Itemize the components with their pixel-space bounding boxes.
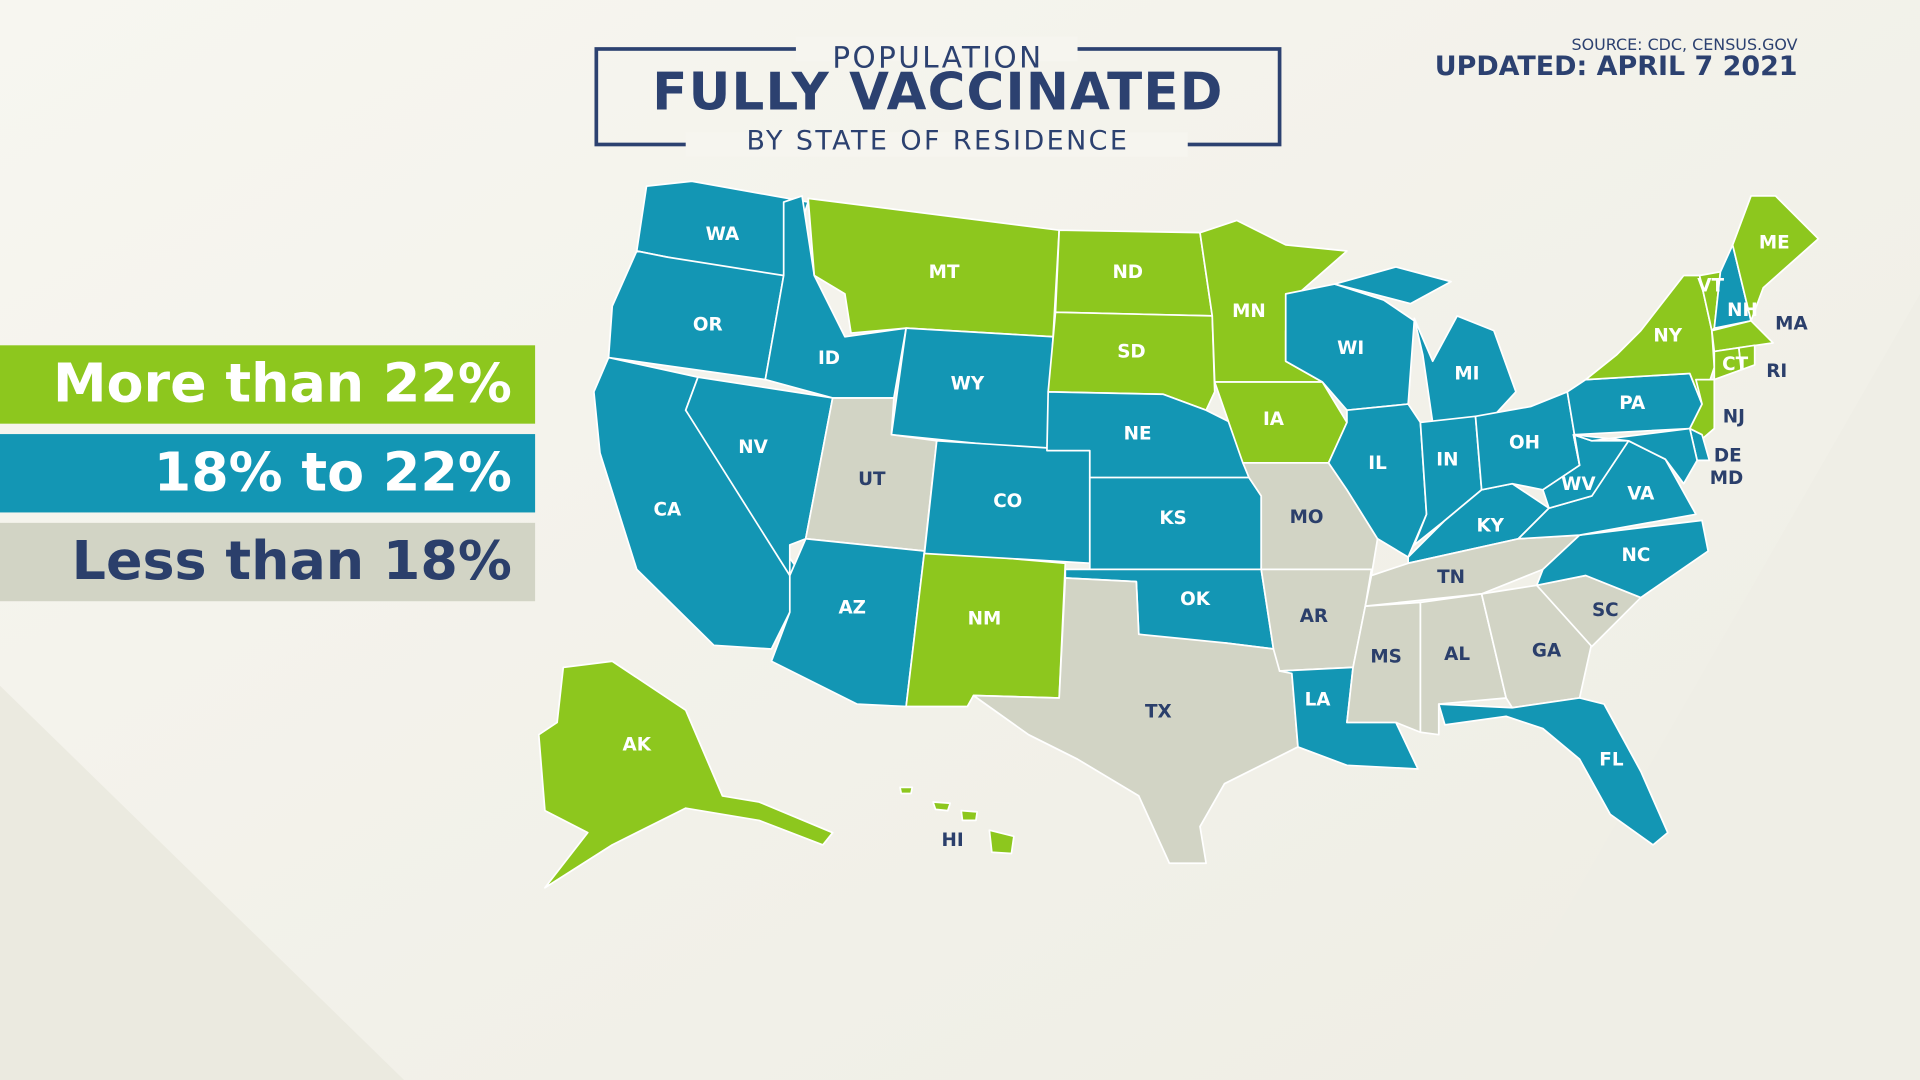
state-shape	[1437, 697, 1669, 846]
state-label: OH	[1509, 432, 1540, 453]
state-shape	[1535, 519, 1710, 599]
state-shape	[1327, 403, 1428, 558]
state-label: WV	[1561, 474, 1596, 495]
state-label: SC	[1592, 600, 1619, 621]
legend-label: Less than 18%	[72, 529, 512, 592]
title-box: POPULATION FULLY VACCINATED BY STATE OF …	[594, 36, 1282, 157]
state-label: NH	[1727, 300, 1758, 321]
state-label: TN	[1437, 567, 1465, 588]
state-shape	[1333, 266, 1517, 424]
state-labels: WA OR CA NV ID MT WY UT AZ NM CO ND SD NE KS OK TX MN IA MO…	[623, 224, 1809, 851]
state-label: MT	[929, 262, 960, 283]
state-label: ID	[818, 348, 840, 369]
state-label: ME	[1759, 233, 1790, 254]
state-label: UT	[858, 469, 886, 490]
state-label: IA	[1263, 409, 1285, 430]
state-label: MO	[1290, 507, 1324, 528]
state-label: GA	[1532, 640, 1562, 661]
state-label: DE	[1714, 446, 1742, 467]
state-shape	[764, 195, 907, 399]
title-gap	[795, 36, 1078, 62]
legend-swatch	[0, 522, 536, 602]
kicker: POPULATION	[832, 40, 1043, 74]
state-label: NE	[1124, 424, 1152, 445]
state-label: MS	[1370, 647, 1401, 668]
state-label: VA	[1627, 484, 1655, 505]
state-label: NY	[1653, 326, 1682, 347]
state-label: MA	[1775, 313, 1808, 334]
state-label: AR	[1300, 606, 1328, 627]
state-label: OK	[1180, 589, 1211, 610]
state-label: RI	[1766, 361, 1787, 382]
state-label: WA	[706, 224, 740, 245]
state-label: KS	[1159, 508, 1186, 529]
bg-facet	[1469, 293, 1920, 1080]
state-label: CO	[993, 491, 1022, 512]
state-label: MN	[1232, 301, 1266, 322]
state-shape	[1713, 346, 1743, 381]
state-label: NJ	[1723, 407, 1745, 428]
state-label: MD	[1710, 468, 1744, 489]
state-label: OR	[693, 315, 723, 336]
state-label: WY	[951, 373, 985, 394]
bg-facet	[0, 685, 405, 1080]
states	[537, 180, 1820, 889]
legend-label: More than 22%	[53, 352, 512, 415]
state-label: PA	[1619, 393, 1646, 414]
state-label: NC	[1621, 545, 1650, 566]
state-label: ND	[1112, 262, 1143, 283]
state-label: WI	[1337, 338, 1364, 359]
source: SOURCE: CDC, CENSUS.GOV	[1571, 35, 1797, 54]
state-shape	[899, 786, 1015, 855]
state-label: MI	[1454, 364, 1479, 385]
state-label: AL	[1444, 644, 1470, 665]
state-label: IN	[1436, 449, 1458, 470]
state-label: CT	[1722, 354, 1748, 375]
state-label: FL	[1599, 749, 1624, 770]
state-label: NM	[968, 609, 1002, 630]
state-label: TX	[1145, 702, 1172, 723]
state-shape	[537, 660, 834, 889]
state-label: NV	[738, 437, 768, 458]
state-shape	[1572, 427, 1698, 485]
updated: UPDATED: APRIL 7 2021	[1435, 51, 1798, 82]
title: FULLY VACCINATED	[652, 63, 1223, 123]
legend-label: 18% to 22%	[154, 440, 512, 503]
state-label: HI	[942, 830, 964, 851]
state-label: VT	[1697, 276, 1724, 297]
legend: More than 22% 18% to 22% Less than 18%	[0, 345, 536, 602]
state-label: KY	[1476, 516, 1504, 537]
state-label: LA	[1305, 689, 1332, 710]
legend-swatch	[0, 434, 536, 513]
title-gap	[685, 132, 1188, 157]
subtitle: BY STATE OF RESIDENCE	[747, 126, 1130, 157]
state-label: SD	[1117, 342, 1145, 363]
state-label: AK	[623, 735, 652, 756]
state-label: IL	[1368, 453, 1387, 474]
state-shape	[1710, 319, 1774, 353]
state-label: CA	[654, 500, 682, 521]
legend-swatch	[0, 345, 536, 424]
state-label: AZ	[838, 598, 866, 619]
